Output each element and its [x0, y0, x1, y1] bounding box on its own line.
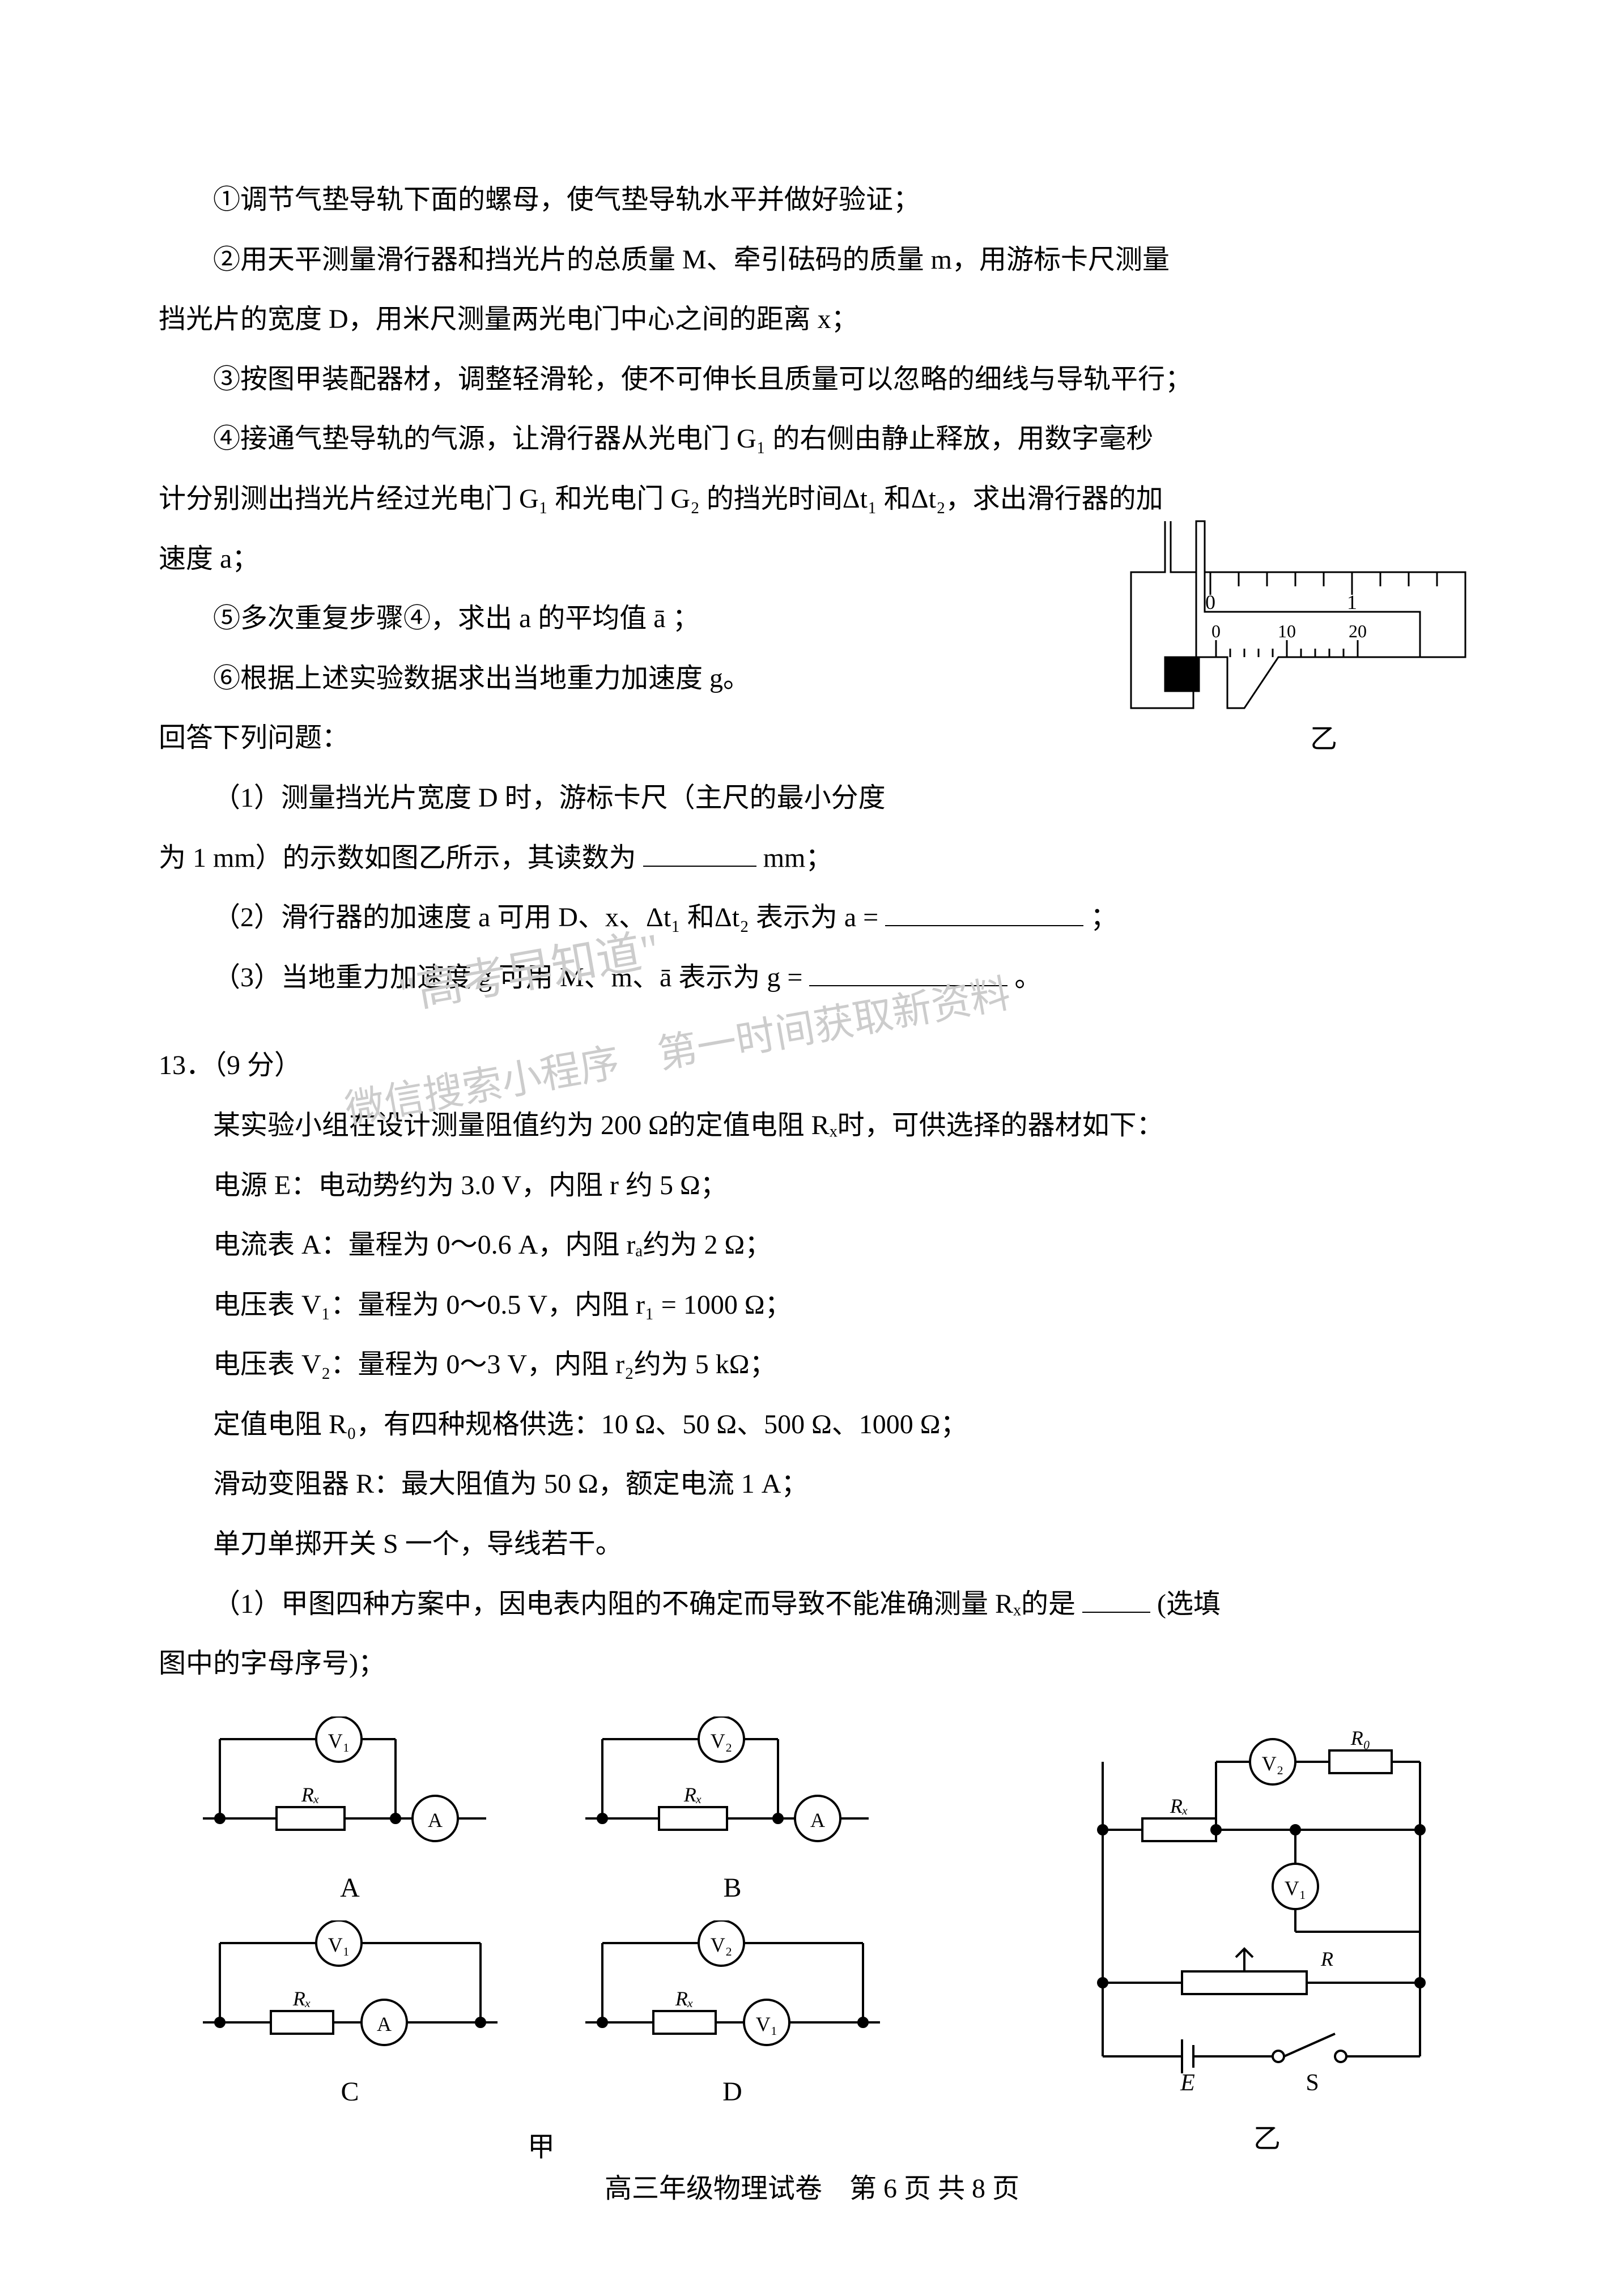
q13-item-1: 电流表 A：量程为 0～0.6 A，内阻 rₐ约为 2 Ω；	[159, 1215, 1465, 1275]
q12-step2-l1: ②用天平测量滑行器和挡光片的总质量 M、牵引砝码的质量 m，用游标卡尺测量	[159, 230, 1465, 290]
svg-text:Rₓ: Rₓ	[300, 1783, 319, 1806]
circuits-caption-left: 甲	[159, 2124, 924, 2164]
vernier-svg: 0 1 0 10 20 乙	[1108, 510, 1477, 765]
circuit-B: V₂ Rₓ A B	[563, 1716, 903, 1903]
q13-item-0: 电源 E：电动势约为 3.0 V，内阻 r 约 5 Ω；	[159, 1156, 1465, 1216]
page-footer: 高三年级物理试卷 第 6 页 共 8 页	[0, 2166, 1624, 2205]
q13-sub1: （1）甲图四种方案中，因电表内阻的不确定而导致不能准确测量 Rₓ的是 (选填	[159, 1574, 1465, 1634]
q13-item-2: 电压表 V₁：量程为 0～0.5 V，内阻 r₁ = 1000 Ω；	[159, 1275, 1465, 1335]
svg-text:Rₓ: Rₓ	[292, 1987, 311, 2010]
circuit-C-label: C	[180, 2076, 520, 2107]
circuit-right: V₂ R₀ Rₓ V₁ R E S 乙	[1069, 1716, 1465, 2156]
vernier-figure: 0 1 0 10 20 乙	[1108, 510, 1477, 793]
circuit-C-svg: V₁ Rₓ A	[203, 1920, 498, 2068]
svg-text:10: 10	[1278, 621, 1296, 641]
svg-text:20: 20	[1349, 621, 1367, 641]
q12-step1: ①调节气垫导轨下面的螺母，使气垫导轨水平并做好验证；	[159, 170, 1465, 230]
q12-sub1-prefix: 为 1 mm）的示数如图乙所示，其读数为	[159, 843, 643, 873]
circuit-D-label: D	[563, 2076, 903, 2107]
content: ①调节气垫导轨下面的螺母，使气垫导轨水平并做好验证； ②用天平测量滑行器和挡光片…	[159, 170, 1465, 2164]
svg-text:V₁: V₁	[328, 1933, 350, 1956]
svg-text:S: S	[1306, 2070, 1319, 2096]
q13-item-5: 滑动变阻器 R：最大阻值为 50 Ω，额定电流 1 A；	[159, 1454, 1465, 1514]
svg-text:Rₓ: Rₓ	[1170, 1795, 1188, 1817]
circuit-D-svg: V₂ Rₓ V₁	[585, 1920, 880, 2068]
circuit-A-svg: V₁ Rₓ A	[203, 1716, 498, 1864]
circuit-row-top: V₁ Rₓ A A	[159, 1716, 924, 1903]
q13-sub1-l2: 图中的字母序号)；	[159, 1634, 1465, 1694]
circuit-B-svg: V₂ Rₓ A	[585, 1716, 880, 1864]
svg-text:1: 1	[1347, 591, 1357, 614]
q13-item-6: 单刀单掷开关 S 一个，导线若干。	[159, 1514, 1465, 1574]
q13-sub1-suffix: (选填	[1157, 1589, 1221, 1619]
blank-reading	[643, 840, 756, 867]
q12-step2-l2: 挡光片的宽度 D，用米尺测量两光电门中心之间的距离 x；	[159, 289, 1465, 350]
q13-item-4: 定值电阻 R₀，有四种规格供选：10 Ω、50 Ω、500 Ω、1000 Ω；	[159, 1395, 1465, 1455]
svg-text:V₂: V₂	[710, 1730, 732, 1752]
circuits-caption-right: 乙	[1069, 2116, 1465, 2156]
q13-sub1-prefix: （1）甲图四种方案中，因电表内阻的不确定而导致不能准确测量 Rₓ的是	[213, 1589, 1075, 1619]
exam-page: ①调节气垫导轨下面的螺母，使气垫导轨水平并做好验证； ②用天平测量滑行器和挡光片…	[0, 0, 1624, 2296]
circuit-A: V₁ Rₓ A A	[180, 1716, 520, 1903]
q13-item-3: 电压表 V₂：量程为 0～3 V，内阻 r₂约为 5 kΩ；	[159, 1335, 1465, 1395]
circuit-row-bottom: V₁ Rₓ A C	[159, 1920, 924, 2107]
blank-gravity	[809, 959, 1007, 986]
circuit-C: V₁ Rₓ A C	[180, 1920, 520, 2107]
svg-text:V₁: V₁	[755, 2013, 777, 2035]
svg-text:Rₓ: Rₓ	[674, 1987, 693, 2010]
q12-sub1-l2: 为 1 mm）的示数如图乙所示，其读数为 mm；	[159, 828, 1465, 888]
q13-number: 13．（9 分）	[159, 1036, 1465, 1096]
circuit-right-svg: V₂ R₀ Rₓ V₁ R E S	[1069, 1716, 1454, 2102]
svg-text:乙: 乙	[1310, 724, 1337, 754]
circuits-left-group: V₁ Rₓ A A	[159, 1716, 924, 2164]
blank-circuit-choice	[1082, 1586, 1150, 1613]
q12-sub2: （2）滑行器的加速度 a 可用 D、x、Δt₁ 和Δt₂ 表示为 a = ；	[159, 888, 1465, 948]
svg-text:V₂: V₂	[710, 1933, 732, 1956]
blank-acceleration	[885, 899, 1083, 926]
circuit-D: V₂ Rₓ V₁ D	[563, 1920, 903, 2107]
svg-text:0: 0	[1211, 621, 1221, 641]
svg-text:V₂: V₂	[1262, 1752, 1284, 1775]
svg-text:R₀: R₀	[1350, 1727, 1371, 1749]
circuit-A-label: A	[180, 1872, 520, 1903]
svg-text:A: A	[428, 1809, 443, 1831]
q12-step3: ③按图甲装配器材，调整轻滑轮，使不可伸长且质量可以忽略的细线与导轨平行；	[159, 350, 1465, 410]
q12-sub2-suffix: ；	[1090, 902, 1117, 932]
q12-sub3: （3）当地重力加速度 g 可用 M、m、ā 表示为 g = 。	[159, 948, 1465, 1008]
q12-sub3-suffix: 。	[1014, 962, 1041, 992]
svg-text:V₁: V₁	[328, 1730, 350, 1752]
svg-text:0: 0	[1205, 591, 1215, 614]
svg-text:V₁: V₁	[1285, 1877, 1307, 1899]
q12-step4-l1: ④接通气垫导轨的气源，让滑行器从光电门 G₁ 的右侧由静止释放，用数字毫秒	[159, 409, 1465, 469]
svg-text:E: E	[1180, 2070, 1195, 2096]
q13-intro: 某实验小组在设计测量阻值约为 200 Ω的定值电阻 Rₓ时，可供选择的器材如下：	[159, 1096, 1465, 1156]
q12-sub1-suffix: mm；	[763, 843, 833, 873]
q12-sub3-prefix: （3）当地重力加速度 g 可用 M、m、ā 表示为 g =	[213, 962, 809, 992]
svg-text:A: A	[377, 2013, 392, 2035]
svg-text:R: R	[1320, 1948, 1333, 1970]
circuit-B-label: B	[563, 1872, 903, 1903]
svg-text:A: A	[810, 1809, 825, 1831]
q12-sub2-prefix: （2）滑行器的加速度 a 可用 D、x、Δt₁ 和Δt₂ 表示为 a =	[213, 902, 885, 932]
circuits-container: V₁ Rₓ A A	[159, 1716, 1465, 2164]
svg-text:Rₓ: Rₓ	[683, 1783, 702, 1806]
